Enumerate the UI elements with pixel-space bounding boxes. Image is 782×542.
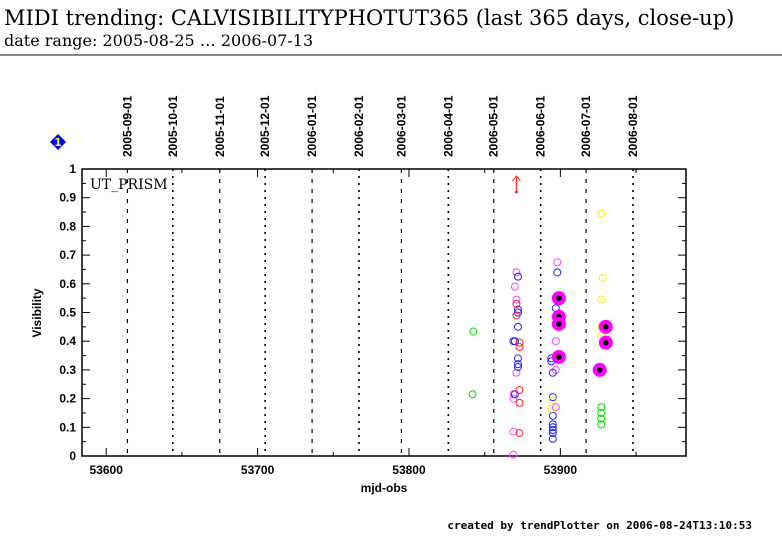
x-axis-label: mjd-obs [361, 481, 408, 495]
data-point-magenta [512, 295, 521, 304]
data-point-magenta [551, 403, 560, 412]
y-tick-label: 0.1 [59, 420, 76, 434]
data-point-green [597, 408, 606, 417]
data-point-yellow [548, 396, 557, 405]
highlighted-point-center [556, 354, 562, 360]
data-point-blue [513, 305, 522, 314]
data-point-blue [510, 390, 519, 399]
data-point-green [597, 420, 606, 429]
x-tick-label: 53700 [241, 463, 275, 477]
data-point-blue [548, 423, 557, 432]
data-point-magenta [553, 258, 562, 267]
marker-badge[interactable]: 1 [50, 134, 66, 150]
y-tick-label: 0.7 [59, 248, 76, 262]
y-tick-label: 0.9 [59, 191, 76, 205]
data-point-magenta [512, 368, 521, 377]
data-point-yellow [598, 274, 607, 283]
footer-credit: created by trendPlotter on 2006-08-24T13… [447, 519, 752, 532]
data-point-blue [513, 360, 522, 369]
data-point-blue [513, 363, 522, 372]
date-marker-label: 2006-07-01 [579, 95, 593, 157]
data-point-blue [548, 420, 557, 429]
data-point-magenta [509, 427, 518, 436]
data-point-yellow [597, 209, 606, 218]
date-marker-label: 2006-04-01 [441, 95, 455, 157]
date-marker-label: 2005-12-01 [258, 95, 272, 157]
data-point-red [515, 385, 524, 394]
badge-label: 1 [54, 136, 62, 149]
data-point-green [468, 390, 477, 399]
data-point-red [515, 342, 524, 351]
data-point-blue [513, 354, 522, 363]
x-tick-label: 53900 [544, 463, 578, 477]
highlighted-point-center [556, 295, 562, 301]
data-point-red [515, 338, 524, 347]
y-tick-label: 0.3 [59, 363, 76, 377]
highlighted-point-center [602, 339, 609, 346]
data-point-magenta [510, 282, 519, 291]
up-arrow-icon [512, 175, 521, 192]
date-marker-label: 2005-09-01 [120, 95, 134, 157]
data-point-red [515, 398, 524, 407]
y-tick-label: 0.6 [59, 277, 76, 291]
data-point-blue [548, 426, 557, 435]
data-point-blue [548, 434, 557, 443]
annotation-label: UT_PRISM [90, 177, 168, 193]
data-point-blue [510, 337, 519, 346]
data-point-green [469, 327, 478, 336]
data-point-red [512, 299, 521, 308]
data-point-yellow [547, 404, 556, 413]
x-tick-label: 53600 [90, 463, 124, 477]
data-point-green [597, 403, 606, 412]
date-range: date range: 2005-08-25 … 2006-07-13 [4, 31, 314, 50]
diamond-icon [50, 134, 66, 150]
data-point-blue [553, 268, 562, 277]
data-point-blue [548, 368, 557, 377]
highlighted-point-center [602, 324, 609, 330]
page-title: MIDI trending: CALVISIBILITYPHOTUT365 (l… [4, 6, 735, 30]
data-point-magenta [509, 394, 518, 403]
data-point-yellow [597, 295, 606, 304]
data-point-red [515, 429, 524, 438]
data-point-magenta [551, 337, 560, 346]
y-tick-label: 0.2 [59, 392, 76, 406]
y-tick-label: 0.8 [59, 219, 76, 233]
date-marker-label: 2006-05-01 [487, 95, 501, 157]
y-axis-label: Visibility [30, 288, 44, 337]
y-tick-label: 0.4 [59, 334, 76, 348]
data-point-magenta [512, 268, 521, 277]
y-tick-label: 0 [69, 449, 76, 463]
divider [0, 54, 782, 56]
data-point-magenta [509, 450, 518, 459]
highlighted-point-center [596, 367, 603, 373]
data-point-blue [513, 322, 522, 331]
y-tick-label: 0.5 [59, 306, 76, 320]
data-point-red [512, 311, 521, 320]
data-point-blue [548, 429, 557, 438]
date-marker-label: 2005-10-01 [166, 95, 180, 157]
data-point-blue [548, 411, 557, 420]
date-marker-label: 2006-01-01 [305, 95, 319, 157]
y-tick-label: 1 [69, 162, 76, 176]
date-marker-label: 2006-06-01 [534, 95, 548, 157]
date-marker-label: 2006-03-01 [394, 95, 408, 157]
data-point-blue [548, 393, 557, 402]
highlighted-point-center [556, 321, 562, 327]
data-point-green [597, 414, 606, 423]
x-tick-label: 53800 [392, 463, 426, 477]
date-marker-label: 2006-02-01 [352, 95, 366, 157]
date-marker-label: 2005-11-01 [213, 96, 227, 157]
date-marker-label: 2006-08-01 [626, 95, 640, 157]
data-point-blue [513, 272, 522, 281]
